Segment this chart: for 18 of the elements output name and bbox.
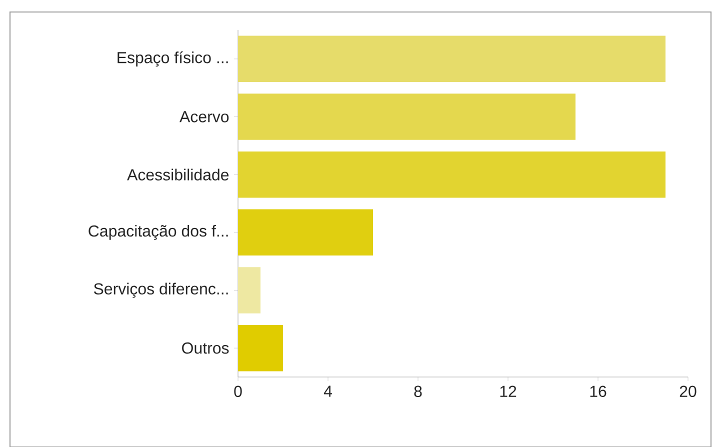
x-tick-label: 8 [414,386,422,398]
bar [238,36,666,82]
bar [238,267,261,314]
y-tick-label: Acessibilidade [127,168,229,180]
bar [238,324,284,372]
x-tick-label: 0 [234,386,242,398]
x-tick-label: 20 [680,386,696,398]
x-tick-label: 4 [324,386,332,397]
y-tick-label: Outros [182,342,229,354]
y-tick-label: Serviços diferenc... [94,282,228,298]
y-tick-label: Acervo [180,111,229,122]
x-tick-label: 12 [500,386,516,397]
bar [238,151,666,198]
x-tick-label: 16 [590,386,606,398]
bar [238,209,374,256]
y-tick-label: Capacitação dos f... [88,224,228,240]
bar [238,94,576,140]
y-tick-label: Espaço físico ... [118,51,228,67]
